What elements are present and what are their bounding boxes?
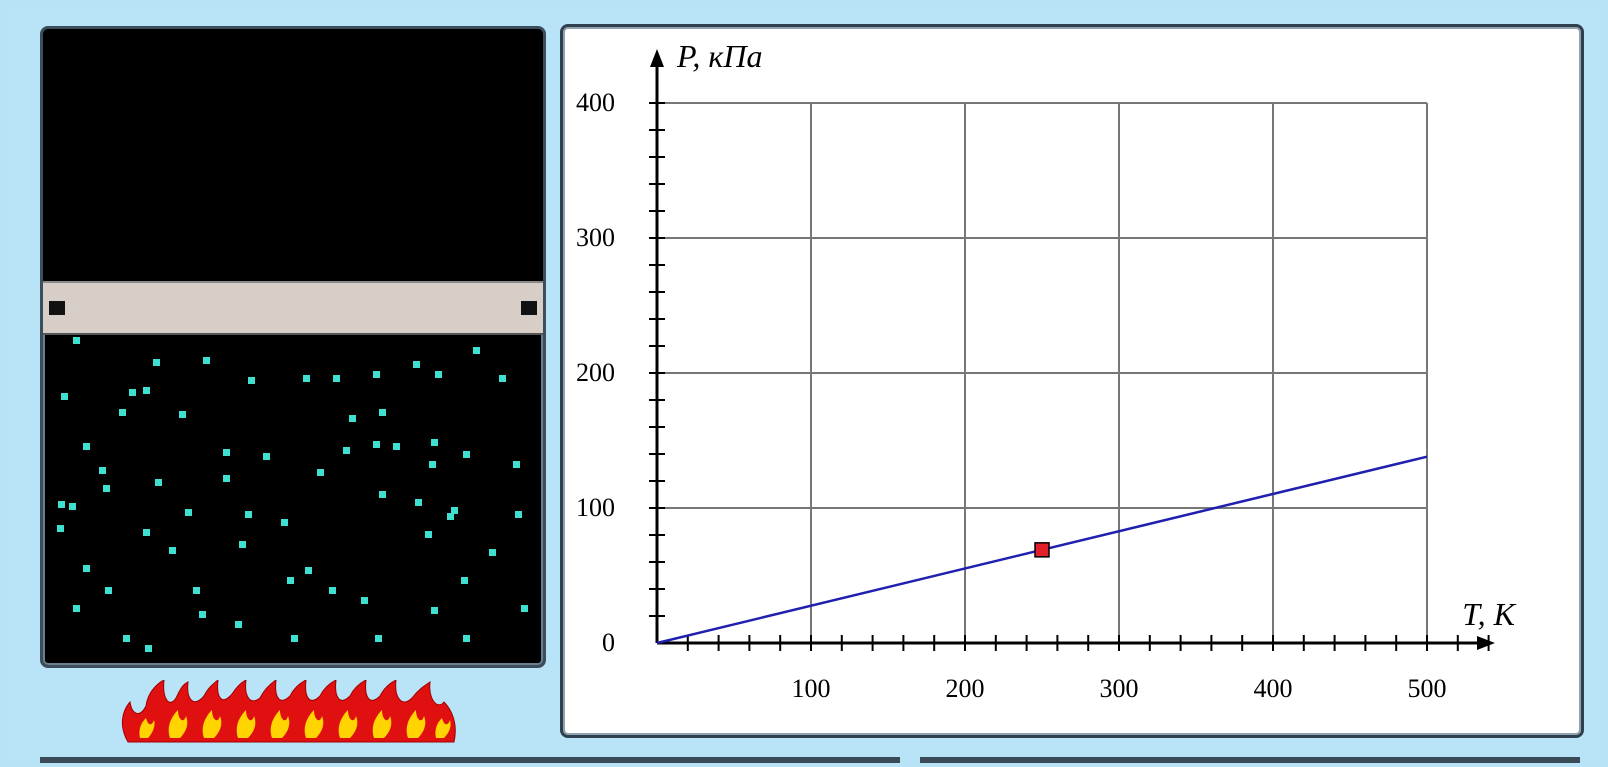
gas-molecule — [413, 361, 420, 368]
gas-molecule — [223, 449, 230, 456]
gas-molecule — [185, 509, 192, 516]
gas-molecule — [473, 347, 480, 354]
cylinder-empty-space — [43, 29, 543, 281]
gas-molecule — [103, 485, 110, 492]
x-axis-arrow — [1477, 636, 1495, 650]
gas-molecule — [193, 587, 200, 594]
gas-molecule — [223, 475, 230, 482]
gas-molecule — [333, 375, 340, 382]
gas-molecule — [463, 451, 470, 458]
y-axis-arrow — [650, 49, 664, 67]
gas-molecule — [513, 461, 520, 468]
gas-molecule — [361, 597, 368, 604]
y-axis-label: P, кПа — [676, 38, 763, 74]
gas-molecule — [461, 577, 468, 584]
x-tick-label: 300 — [1100, 674, 1139, 703]
gas-molecule — [73, 605, 80, 612]
gas-molecule — [317, 469, 324, 476]
x-tick-label: 100 — [792, 674, 831, 703]
gas-molecule — [245, 511, 252, 518]
gas-molecule — [379, 409, 386, 416]
gas-molecule — [119, 409, 126, 416]
gas-molecule — [329, 587, 336, 594]
gas-molecule — [153, 359, 160, 366]
gas-molecule — [83, 443, 90, 450]
gas-molecule — [263, 453, 270, 460]
gas-molecule — [169, 547, 176, 554]
gas-molecule — [515, 511, 522, 518]
gas-molecule — [415, 499, 422, 506]
gas-molecule — [58, 501, 65, 508]
gas-molecule — [61, 393, 68, 400]
gas-molecule — [57, 525, 64, 532]
bottom-divider-left — [40, 757, 900, 763]
gas-molecule — [373, 371, 380, 378]
gas-molecule — [429, 461, 436, 468]
gas-molecule — [145, 645, 152, 652]
gas-molecule — [343, 447, 350, 454]
y-tick-label: 100 — [576, 493, 615, 522]
gas-molecule — [521, 605, 528, 612]
pressure-temperature-graph: 400 300 200 100 0 100 200 300 400 500 P, кПа T, K — [560, 24, 1584, 738]
gas-molecule — [203, 357, 210, 364]
x-tick-label: 500 — [1408, 674, 1447, 703]
gas-molecule — [435, 371, 442, 378]
gas-molecule — [375, 635, 382, 642]
gas-molecule — [349, 415, 356, 422]
x-tick-label: 400 — [1254, 674, 1293, 703]
gas-molecule — [235, 621, 242, 628]
gas-molecule — [489, 549, 496, 556]
y-tick-label: 0 — [602, 628, 615, 657]
gas-molecule — [248, 377, 255, 384]
gas-molecules-area — [43, 335, 543, 665]
gas-molecule — [425, 531, 432, 538]
gas-cylinder — [40, 26, 546, 668]
gas-molecule — [287, 577, 294, 584]
gas-molecule — [303, 375, 310, 382]
gas-molecule — [431, 607, 438, 614]
gas-molecule — [83, 565, 90, 572]
gas-molecule — [281, 519, 288, 526]
current-state-point — [1034, 542, 1050, 558]
bottom-divider-right — [920, 757, 1580, 763]
y-tick-label: 400 — [576, 88, 615, 117]
gas-molecule — [99, 467, 106, 474]
y-tick-label: 300 — [576, 223, 615, 252]
gas-molecule — [73, 337, 80, 344]
flame-icon — [118, 678, 468, 748]
gas-molecule — [199, 611, 206, 618]
gas-molecule — [393, 443, 400, 450]
gas-molecule — [463, 635, 470, 642]
gas-molecule — [305, 567, 312, 574]
gas-molecule — [379, 491, 386, 498]
gas-molecule — [291, 635, 298, 642]
gas-molecule — [431, 439, 438, 446]
gas-molecule — [69, 503, 76, 510]
gas-molecule — [239, 541, 246, 548]
gas-molecule — [447, 513, 454, 520]
gas-molecule — [179, 411, 186, 418]
gas-molecule — [105, 587, 112, 594]
gas-molecule — [451, 507, 458, 514]
piston — [43, 281, 543, 335]
gas-molecule — [143, 387, 150, 394]
x-tick-label: 200 — [946, 674, 985, 703]
gas-molecule — [155, 479, 162, 486]
gas-molecule — [129, 389, 136, 396]
y-tick-label: 200 — [576, 358, 615, 387]
gas-molecule — [143, 529, 150, 536]
x-axis-label: T, K — [1462, 596, 1516, 632]
gas-molecule — [373, 441, 380, 448]
piston-clamp-right — [521, 301, 537, 315]
gas-molecule — [499, 375, 506, 382]
gas-molecule — [123, 635, 130, 642]
piston-clamp-left — [49, 301, 65, 315]
